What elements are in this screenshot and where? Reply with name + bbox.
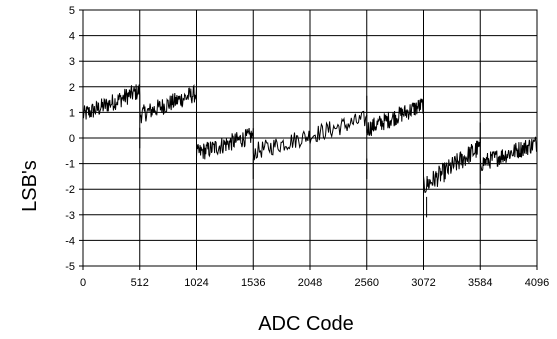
- y-tick-label: -2: [65, 184, 75, 196]
- y-tick-label: 3: [69, 56, 75, 68]
- y-tick-label: 1: [69, 107, 75, 119]
- x-tick-label: 3072: [411, 277, 435, 289]
- y-tick-label: -1: [65, 159, 75, 171]
- x-tick-label: 2560: [355, 277, 379, 289]
- y-tick-label: 0: [69, 133, 75, 145]
- x-tick-label: 1024: [184, 277, 208, 289]
- x-tick-label: 0: [80, 277, 86, 289]
- inl-trace: [82, 84, 538, 194]
- x-tick-label: 4096: [525, 277, 549, 289]
- x-axis-ticks: 0 512 1024 1536 2048 2560 3072 3584 4096: [80, 266, 549, 289]
- x-tick-label: 1536: [241, 277, 265, 289]
- y-tick-label: -4: [65, 235, 75, 247]
- x-tick-label: 2048: [298, 277, 322, 289]
- y-tick-label: 5: [69, 5, 75, 17]
- y-tick-label: -5: [65, 261, 75, 273]
- x-tick-label: 3584: [468, 277, 492, 289]
- y-tick-label: 4: [69, 31, 75, 43]
- series-layer: [82, 84, 538, 218]
- y-axis-ticks: 5 4 3 2 1 0 -1 -2 -3 -4 -5: [65, 5, 83, 273]
- y-tick-label: -3: [65, 210, 75, 222]
- x-tick-label: 512: [131, 277, 149, 289]
- y-axis-title: LSB's: [19, 160, 41, 212]
- y-tick-label: 2: [69, 82, 75, 94]
- x-axis-title: ADC Code: [258, 313, 354, 335]
